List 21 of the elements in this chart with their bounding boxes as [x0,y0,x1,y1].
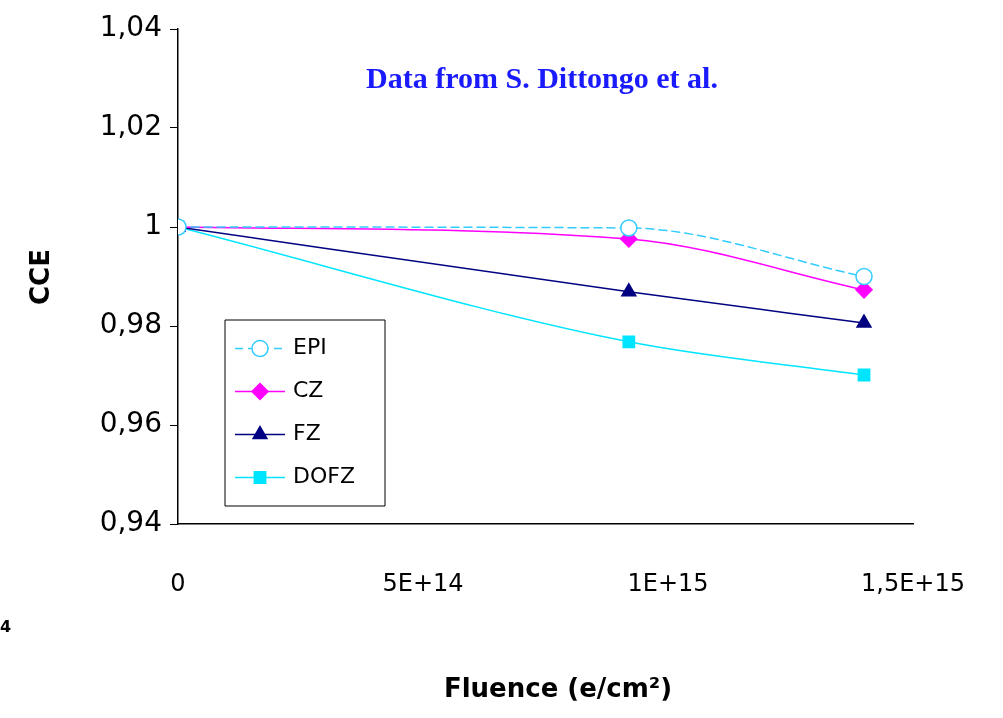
x-axis-title: Fluence (e/cm²) [443,672,673,703]
legend-label: DOFZ [293,463,355,489]
y-tick-label: 1,04 [99,10,162,44]
y-tick-label: 1,02 [99,109,162,143]
legend-label: CZ [293,377,324,403]
text: Data from S. Dittongo et al. [366,60,718,94]
y-tick-label: 0,96 [99,406,162,440]
x-tick-label: 5E+14 [382,568,464,597]
y-tick-label: 0,98 [99,307,162,341]
y-axis-title: CCE [24,249,55,305]
x-tick-label: 1,5E+15 [861,568,965,597]
y-tick-label: 1 [144,208,162,242]
point [855,267,873,286]
point [622,335,636,349]
legend-label: FZ [293,420,321,446]
legend-label: EPI [293,334,327,360]
point [620,219,638,237]
text: 4 [0,617,12,637]
x-tick-label: 0 [170,568,186,597]
y-tick-label: 0,94 [99,505,162,539]
x-tick-label: 1E+15 [627,568,709,597]
